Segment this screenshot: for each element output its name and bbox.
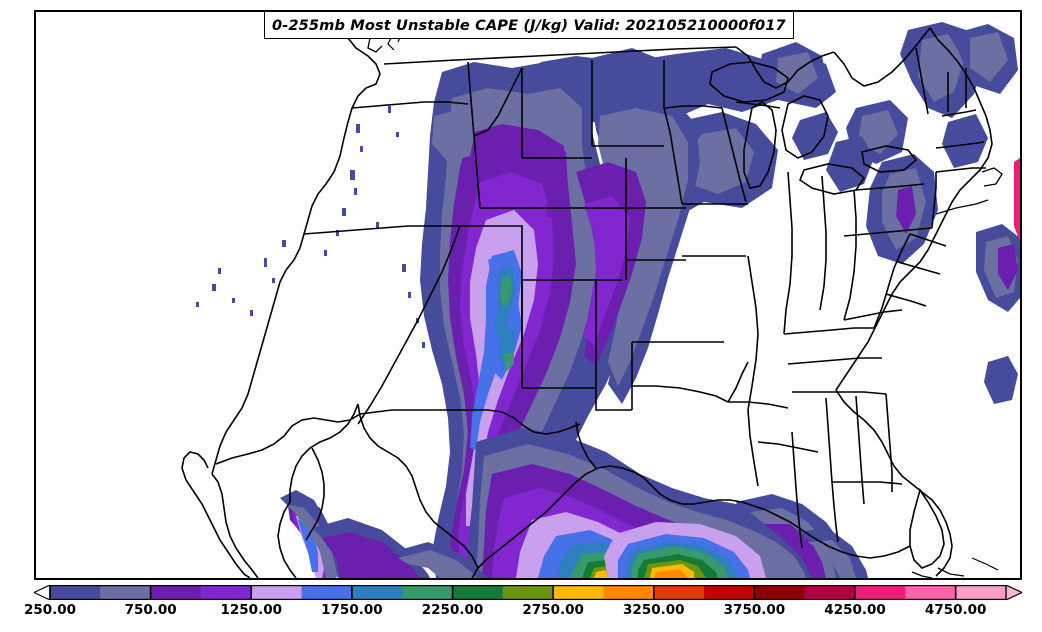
- map-axes: [34, 10, 1022, 580]
- cape-contour-map: [36, 12, 1020, 578]
- colorbar-tick-label: 750.00: [124, 602, 177, 618]
- colorbar-band: [603, 585, 655, 600]
- colorbar: 250.00 750.00 1250.00 1750.00 2250.00 2750.00…: [0, 580, 1042, 632]
- colorbar-band: [301, 585, 353, 600]
- cape-fill-southeast-specks: [976, 158, 1020, 404]
- colorbar-tick-label: 2250.00: [421, 602, 484, 618]
- colorbar-tick-label: 1250.00: [220, 602, 283, 618]
- cape-fill-west-specks: [196, 106, 425, 348]
- colorbar-band: [754, 585, 806, 600]
- colorbar-tick-label: 4750.00: [924, 602, 987, 618]
- colorbar-tick-label: 3250.00: [623, 602, 685, 618]
- colorbar-band: [402, 585, 454, 600]
- colorbar-tick-label: 2750.00: [522, 602, 584, 618]
- colorbar-tick-label: 3750.00: [723, 602, 786, 618]
- colorbar-tick-labels: 250.00 750.00 1250.00 1750.00 2250.00 2750.00…: [0, 602, 1042, 624]
- cape-fill-gulf: [466, 428, 868, 578]
- colorbar-band: [855, 585, 906, 600]
- colorbar-axes: [34, 585, 1022, 600]
- colorbar-band: [452, 585, 504, 600]
- colorbar-tick-label: 4250.00: [824, 602, 886, 618]
- colorbar-gradient: [34, 585, 1022, 600]
- colorbar-band: [905, 585, 957, 600]
- page-title: 0-255mb Most Unstable CAPE (J/kg) Valid:…: [272, 17, 786, 34]
- colorbar-band: [100, 585, 152, 600]
- colorbar-band: [704, 585, 756, 600]
- cape-fill-sonora: [280, 490, 488, 578]
- colorbar-band: [502, 585, 554, 600]
- colorbar-band: [553, 585, 605, 600]
- colorbar-tick-label: 250.00: [23, 602, 77, 618]
- colorbar-band: [50, 585, 101, 600]
- colorbar-tick-label: 1750.00: [321, 602, 383, 618]
- cape-fill-northeast: [792, 22, 1018, 264]
- colorbar-band: [150, 585, 202, 600]
- map-title-box: 0-255mb Most Unstable CAPE (J/kg) Valid:…: [264, 11, 794, 39]
- colorbar-band: [653, 585, 705, 600]
- colorbar-extend-min: [34, 585, 51, 600]
- colorbar-band: [955, 585, 1007, 600]
- colorbar-band: [251, 585, 303, 600]
- colorbar-band: [200, 585, 252, 600]
- colorbar-band: [351, 585, 403, 600]
- colorbar-extend-max: [1005, 585, 1022, 600]
- colorbar-band: [804, 585, 856, 600]
- geography-outlines: [181, 21, 1003, 578]
